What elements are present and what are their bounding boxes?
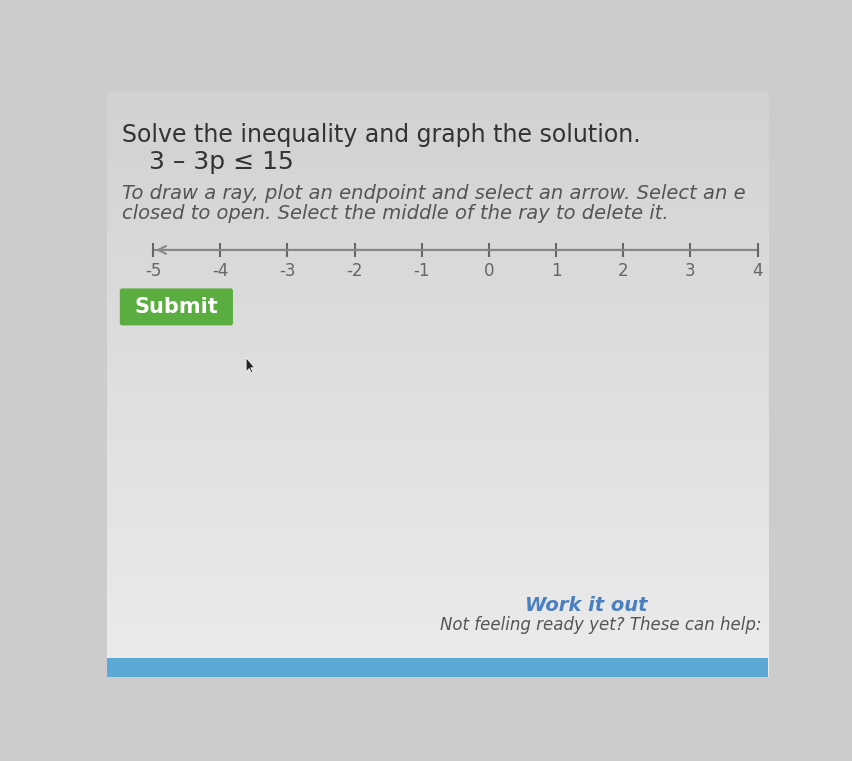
Text: 3 – 3p ≤ 15: 3 – 3p ≤ 15: [149, 150, 294, 174]
Text: -3: -3: [279, 263, 296, 280]
Text: -2: -2: [346, 263, 362, 280]
Text: 2: 2: [617, 263, 628, 280]
Text: To draw a ray, plot an endpoint and select an arrow. Select an e: To draw a ray, plot an endpoint and sele…: [122, 184, 745, 203]
Text: -1: -1: [413, 263, 429, 280]
Text: Submit: Submit: [135, 297, 218, 317]
Text: 1: 1: [550, 263, 561, 280]
Text: closed to open. Select the middle of the ray to delete it.: closed to open. Select the middle of the…: [122, 204, 668, 223]
FancyBboxPatch shape: [119, 288, 233, 326]
Text: 3: 3: [684, 263, 695, 280]
Text: 0: 0: [483, 263, 493, 280]
Text: -4: -4: [212, 263, 228, 280]
Bar: [106, 658, 767, 677]
Polygon shape: [246, 358, 255, 373]
Text: 4: 4: [751, 263, 762, 280]
Text: Solve the inequality and graph the solution.: Solve the inequality and graph the solut…: [122, 123, 640, 147]
Text: -5: -5: [145, 263, 161, 280]
Text: Work it out: Work it out: [525, 597, 647, 616]
Text: Not feeling ready yet? These can help:: Not feeling ready yet? These can help:: [440, 616, 761, 634]
